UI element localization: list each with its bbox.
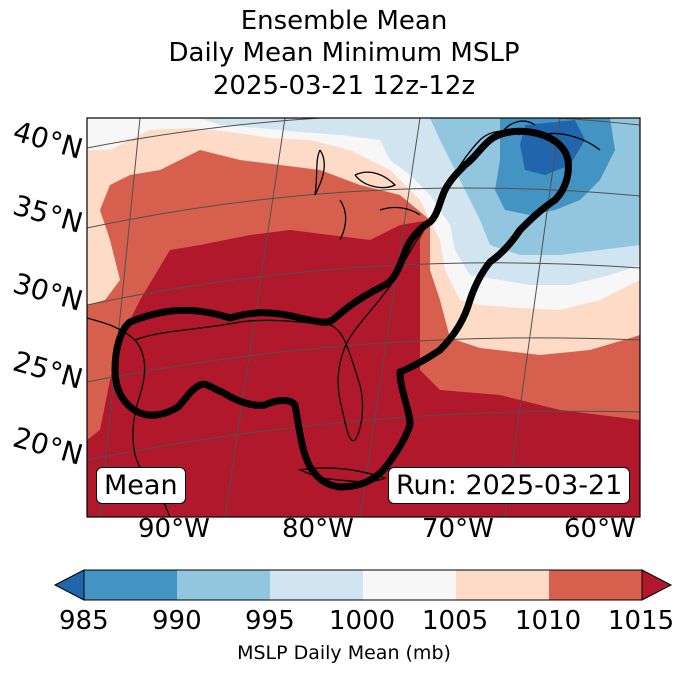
colorbar-990-995: [177, 570, 270, 600]
lon-label-80w: 80°W: [282, 514, 354, 544]
colorbar-label: MSLP Daily Mean (mb): [237, 642, 451, 664]
title-line-2: Daily Mean Minimum MSLP: [168, 38, 520, 68]
colorbar-tick-1000: 1000: [329, 606, 396, 636]
lon-label-90w: 90°W: [138, 514, 210, 544]
colorbar-995-1000: [270, 570, 363, 600]
colorbar-1000-1005: [363, 570, 456, 600]
colorbar-tick-985: 985: [59, 606, 109, 636]
contour-1015: [111, 127, 572, 491]
lon-label-60w: 60°W: [564, 514, 636, 544]
colorbar-tick-1010: 1010: [515, 606, 582, 636]
title-line-3: 2025-03-21 12z-12z: [212, 71, 476, 101]
colorbar-tick-990: 990: [152, 606, 202, 636]
colorbar: [53, 569, 673, 601]
lon-label-70w: 70°W: [422, 514, 494, 544]
colorbar-extend-high: [641, 569, 673, 601]
colorbar-985-990: [84, 570, 177, 600]
colorbar-tick-1005: 1005: [422, 606, 489, 636]
run-box: Run: 2025-03-21: [388, 467, 631, 504]
colorbar-1010-1015: [549, 570, 642, 600]
pressure-field: [87, 118, 640, 517]
colorbar-tick-1015: 1015: [608, 606, 675, 636]
colorbar-tick-995: 995: [245, 606, 295, 636]
map-frame: [86, 117, 641, 518]
colorbar-1005-1010: [456, 570, 549, 600]
mean-box: Mean: [96, 467, 186, 504]
colorbar-extend-low: [53, 569, 85, 601]
title-line-1: Ensemble Mean: [240, 6, 448, 36]
